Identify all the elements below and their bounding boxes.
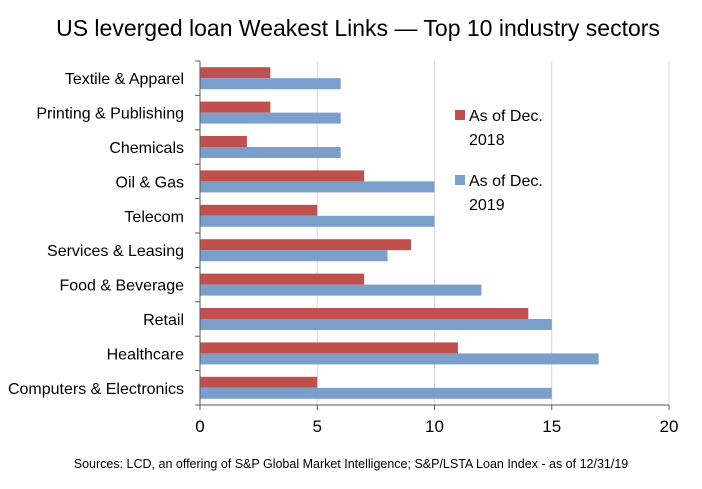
- legend: As of Dec. 2018 As of Dec. 2019: [455, 108, 543, 214]
- bar-dec-2019: [200, 215, 435, 227]
- x-tick-label: 0: [195, 417, 204, 436]
- x-tick-label: 10: [425, 417, 444, 436]
- legend-label: 2019: [469, 197, 505, 214]
- x-tick-label: 5: [313, 417, 322, 436]
- source-note: Sources: LCD, an offering of S&P Global …: [74, 457, 629, 471]
- category-label: Services & Leasing: [47, 243, 184, 260]
- bar-dec-2019: [200, 250, 388, 262]
- category-label: Retail: [143, 312, 184, 329]
- chart-title: US leverged loan Weakest Links — Top 10 …: [56, 15, 660, 41]
- category-label: Chemicals: [109, 140, 184, 157]
- bar-dec-2019: [200, 353, 599, 365]
- legend-label: As of Dec.: [469, 108, 543, 125]
- bar-dec-2018: [200, 170, 365, 182]
- bar-dec-2019: [200, 319, 552, 330]
- bar-dec-2018: [200, 204, 318, 216]
- category-labels: Textile & Apparel Printing & Publishing Ch…: [8, 71, 184, 398]
- axes: [195, 60, 670, 410]
- bar-dec-2018: [200, 239, 412, 251]
- legend-label: 2018: [469, 132, 505, 149]
- legend-label: As of Dec.: [469, 173, 543, 190]
- bar-dec-2018: [200, 101, 271, 113]
- category-label: Oil & Gas: [116, 174, 184, 191]
- bars: [200, 67, 599, 399]
- legend-swatch: [455, 175, 465, 185]
- bar-dec-2019: [200, 284, 482, 296]
- legend-swatch: [455, 110, 465, 120]
- bar-dec-2018: [200, 273, 365, 285]
- bar-dec-2019: [200, 112, 341, 124]
- bar-dec-2018: [200, 308, 529, 319]
- category-label: Computers & Electronics: [8, 381, 184, 398]
- x-tick-label: 15: [542, 417, 561, 436]
- bar-dec-2018: [200, 136, 247, 147]
- bar-dec-2019: [200, 387, 552, 399]
- bar-dec-2018: [200, 67, 271, 79]
- bar-dec-2019: [200, 181, 435, 193]
- category-label: Food & Beverage: [59, 278, 184, 295]
- bar-dec-2019: [200, 147, 341, 158]
- category-label: Textile & Apparel: [65, 71, 184, 88]
- bar-dec-2018: [200, 342, 458, 354]
- bar-dec-2018: [200, 376, 318, 388]
- category-label: Telecom: [124, 209, 184, 226]
- x-tick-labels: 0 5 10 15 20: [195, 417, 678, 436]
- bar-dec-2019: [200, 78, 341, 90]
- category-label: Healthcare: [107, 346, 184, 363]
- category-label: Printing & Publishing: [36, 106, 184, 123]
- x-tick-label: 20: [660, 417, 679, 436]
